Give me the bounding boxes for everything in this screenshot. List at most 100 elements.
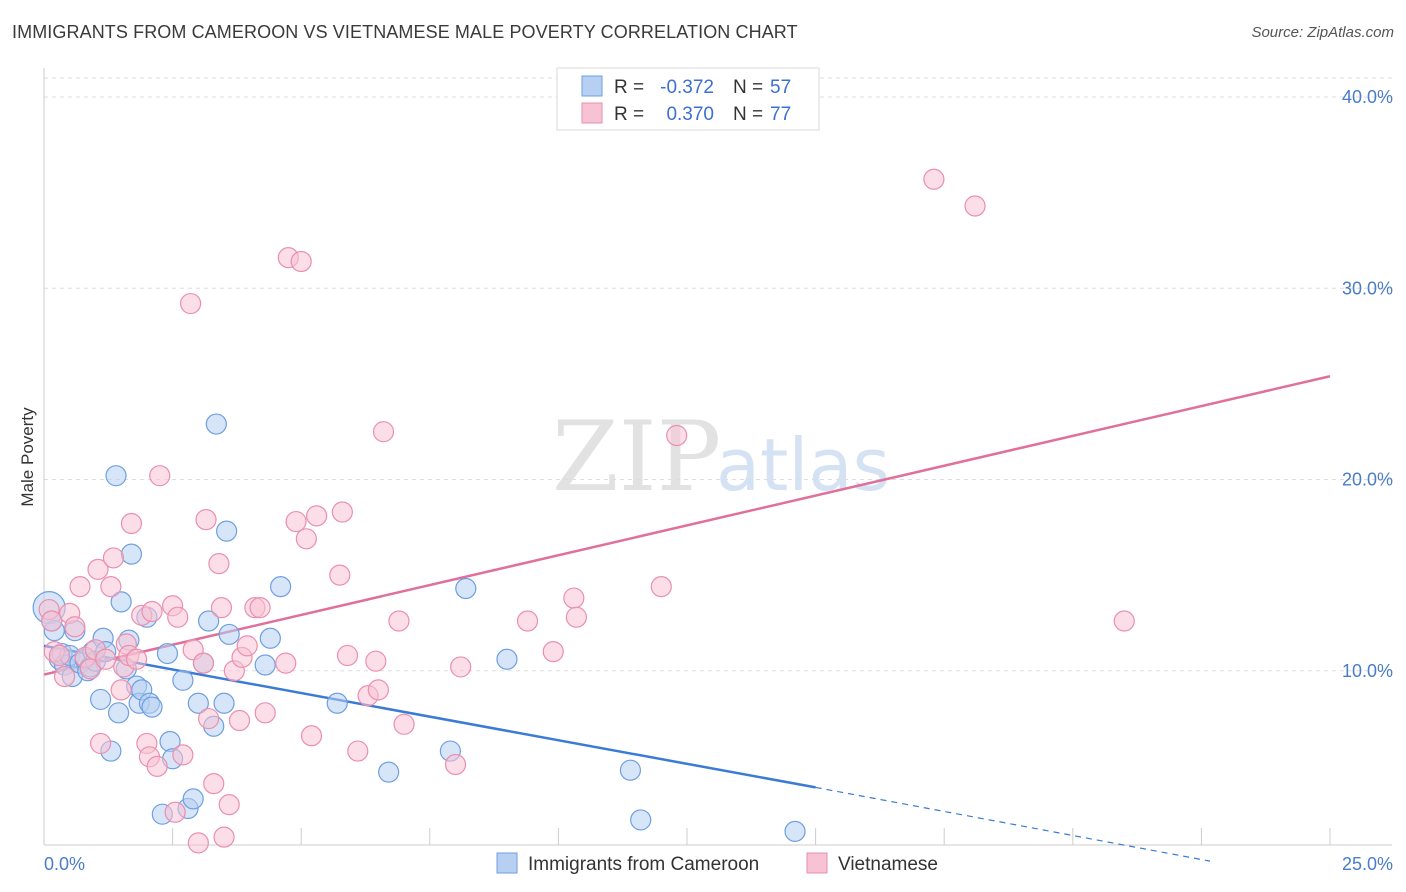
y-tick-label: 20.0% (1342, 470, 1393, 490)
point-vietnamese (125, 648, 148, 670)
point-vietnamese (306, 505, 328, 527)
point-cameroon (216, 520, 238, 542)
point-vietnamese (198, 707, 220, 730)
point-vietnamese (393, 713, 415, 735)
point-vietnamese (53, 665, 76, 688)
point-cameroon (326, 692, 348, 714)
bottom-legend-label-vietnamese: Vietnamese (838, 854, 938, 875)
point-cameroon (218, 623, 240, 646)
point-vietnamese (213, 826, 235, 848)
point-vietnamese (164, 801, 186, 823)
point-vietnamese (236, 635, 258, 657)
point-vietnamese (120, 512, 143, 535)
point-vietnamese (450, 656, 472, 678)
legend-swatch-cameroon (581, 75, 603, 97)
series-legend: Immigrants from Cameroon Vietnamese (496, 852, 938, 875)
point-vietnamese (542, 641, 564, 663)
watermark-atlas: atlas (716, 423, 890, 507)
point-vietnamese (167, 606, 189, 628)
point-cameroon (455, 577, 477, 600)
trend-line-cameroon (43, 644, 816, 789)
point-cameroon (619, 759, 642, 781)
legend-n-label-2: N = (733, 104, 763, 125)
y-tick-label: 30.0% (1342, 278, 1393, 298)
point-cameroon (270, 575, 292, 598)
point-vietnamese (180, 292, 202, 315)
point-vietnamese (285, 510, 307, 533)
point-cameroon (496, 648, 518, 670)
point-vietnamese (331, 501, 353, 523)
point-cameroon (213, 692, 235, 714)
point-vietnamese (347, 740, 369, 762)
point-vietnamese (365, 650, 387, 672)
point-cameroon (89, 688, 112, 711)
chart-title: IMMIGRANTS FROM CAMEROON VS VIETNAMESE M… (12, 22, 798, 42)
point-vietnamese (192, 652, 215, 674)
point-vietnamese (964, 195, 986, 217)
point-vietnamese (290, 250, 312, 273)
point-cameroon (205, 413, 227, 435)
y-axis-title: Male Poverty (18, 407, 37, 507)
point-cameroon (110, 591, 132, 613)
point-vietnamese (388, 610, 410, 632)
point-vietnamese (110, 679, 132, 701)
point-vietnamese (146, 755, 168, 777)
point-vietnamese (295, 528, 317, 550)
point-cameroon (630, 809, 652, 831)
point-cameroon (254, 654, 276, 676)
point-vietnamese (275, 652, 297, 674)
bottom-legend-swatch-vietnamese (806, 852, 828, 874)
point-cameroon (784, 820, 806, 843)
bottom-legend-swatch-cameroon (496, 852, 518, 874)
point-vietnamese (210, 597, 233, 619)
point-vietnamese (372, 421, 395, 443)
point-vietnamese (666, 424, 688, 447)
axes: 10.0% 20.0% 30.0% 40.0% (43, 68, 1393, 846)
point-vietnamese (249, 597, 271, 619)
point-vietnamese (444, 753, 467, 776)
point-vietnamese (203, 772, 225, 795)
point-cameroon (107, 702, 130, 724)
y-tick-label: 10.0% (1342, 661, 1393, 681)
point-vietnamese (48, 644, 71, 667)
point-vietnamese (89, 732, 112, 755)
point-cameroon (105, 465, 127, 487)
point-vietnamese (102, 547, 125, 569)
point-vietnamese (87, 558, 109, 580)
bottom-legend-label-cameroon: Immigrants from Cameroon (528, 854, 759, 875)
point-vietnamese (208, 553, 230, 575)
point-vietnamese (367, 679, 389, 701)
legend-r-label-1: R = (614, 77, 644, 98)
point-cameroon (156, 642, 179, 665)
legend-n-value-1: 57 (770, 77, 791, 98)
point-vietnamese (69, 575, 91, 598)
point-cameroon (259, 627, 281, 649)
point-vietnamese (95, 648, 117, 670)
y-tick-label: 40.0% (1342, 87, 1393, 107)
x-tick-label-min: 0.0% (44, 854, 85, 874)
gridlines (44, 77, 1392, 672)
trend-line-cameroon-extension (815, 786, 1211, 862)
point-vietnamese (563, 587, 585, 609)
point-vietnamese (1113, 610, 1135, 632)
legend-r-label-2: R = (614, 104, 644, 125)
legend-r-value-1: -0.372 (660, 77, 714, 98)
point-cameroon (120, 543, 143, 565)
point-cameroon (187, 692, 209, 714)
legend-r-value-2: 0.370 (666, 104, 714, 125)
point-vietnamese (218, 794, 240, 816)
data-points (32, 168, 1135, 854)
point-vietnamese (64, 616, 86, 638)
point-cameroon (198, 610, 220, 632)
point-vietnamese (195, 509, 217, 531)
point-vietnamese (228, 709, 251, 732)
point-vietnamese (516, 610, 539, 632)
point-cameroon (182, 788, 204, 810)
legend-n-value-2: 77 (770, 104, 791, 125)
point-vietnamese (336, 644, 359, 667)
trend-lines (43, 375, 1331, 862)
point-vietnamese (141, 600, 163, 623)
trend-line-vietnamese (43, 375, 1331, 676)
x-tick-label-max: 25.0% (1342, 854, 1393, 874)
